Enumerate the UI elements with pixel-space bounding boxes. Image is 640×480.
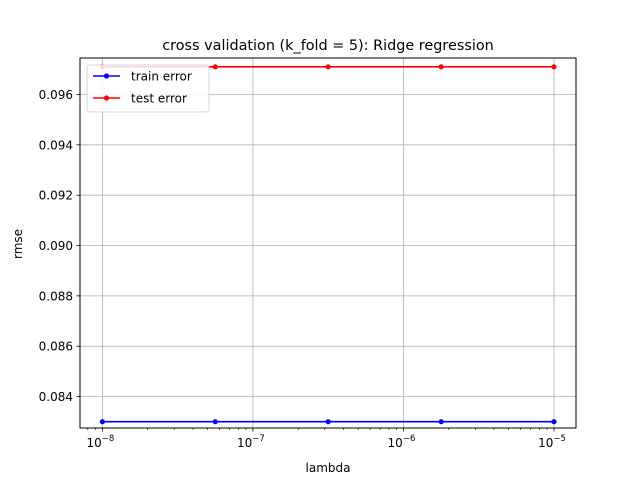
legend-marker (103, 95, 110, 101)
y-tick-label: 0.094 (39, 138, 73, 152)
data-point (438, 64, 444, 70)
legend-label: test error (131, 92, 187, 106)
x-tick-label-base: 10 (86, 436, 101, 450)
x-tick-label-base: 10 (237, 436, 252, 450)
legend: train error test error (86, 64, 210, 113)
y-tick-label: 0.096 (39, 88, 73, 102)
y-tick-label: 0.090 (39, 239, 73, 253)
grid-lines (80, 58, 576, 428)
x-axis-label: lambda (306, 461, 351, 475)
plot-frame (79, 57, 577, 429)
legend-label: train error (131, 70, 192, 84)
data-point (325, 64, 331, 70)
data-point (438, 419, 444, 425)
x-tick-label: 10−6 (388, 434, 416, 450)
x-tick-label-base: 10 (388, 436, 403, 450)
x-tick-label-base: 10 (538, 436, 553, 450)
data-point (551, 419, 557, 425)
legend-marker (103, 73, 110, 79)
x-tick-label-exponent: −6 (403, 434, 416, 444)
x-tick-label-exponent: −8 (102, 434, 115, 444)
x-tick-label: 10−5 (538, 434, 566, 450)
chart-title: cross validation (k_fold = 5): Ridge reg… (162, 38, 494, 54)
y-tick-label: 0.086 (39, 340, 73, 354)
data-point (212, 419, 218, 425)
x-tick-label: 10−7 (237, 434, 265, 450)
y-tick-label: 0.084 (39, 390, 73, 404)
data-point (551, 64, 557, 70)
y-tick-label: 0.092 (39, 189, 73, 203)
x-tick-label-exponent: −7 (252, 434, 265, 444)
data-point (99, 419, 105, 425)
axis-ticks: 10−8 10−7 10−6 10−50.0840.0860.0880.0900.09… (39, 88, 566, 450)
data-point (212, 64, 218, 70)
x-tick-label: 10−8 (86, 434, 114, 450)
y-axis-label: rmse (11, 229, 25, 259)
data-point (325, 419, 331, 425)
y-tick-label: 0.088 (39, 289, 73, 303)
x-tick-label-exponent: −5 (553, 434, 566, 444)
